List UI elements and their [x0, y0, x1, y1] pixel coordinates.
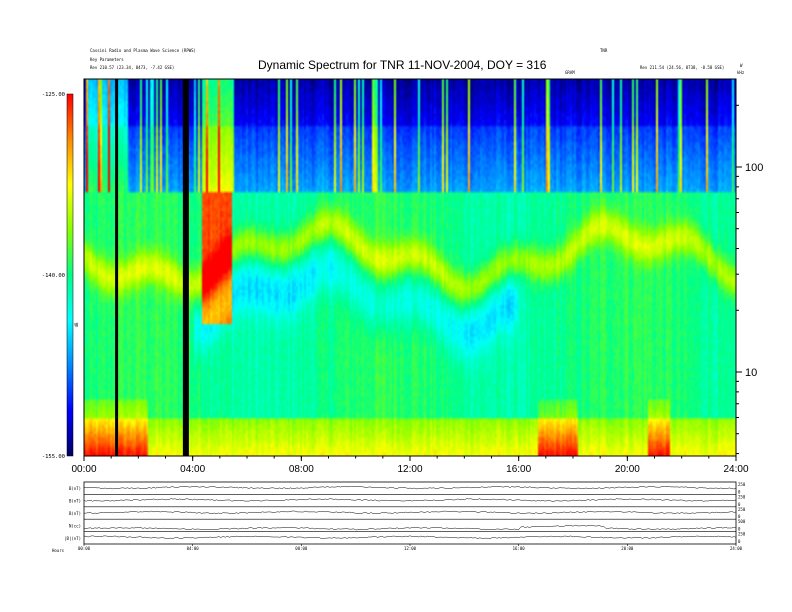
- lower-panel-right-tick: 0: [738, 502, 741, 507]
- lower-panel-right-tick: 250: [738, 494, 746, 499]
- x-tick-label: 24:00: [723, 464, 748, 475]
- lower-panel-right-tick: 500: [738, 519, 746, 524]
- lower-panel-trace: [83, 524, 737, 531]
- header-center-small: GRAM: [565, 70, 575, 75]
- lower-panel-trace: [83, 498, 737, 502]
- lower-x-tick-label: 16:00: [513, 546, 526, 551]
- lower-x-tick-label: 24:00: [730, 546, 743, 551]
- lower-panel-right-tick: 0: [738, 489, 741, 494]
- lower-panels-frame: [83, 481, 737, 545]
- x-tick-label: 00:00: [71, 464, 96, 475]
- lower-panel-trace: [83, 535, 737, 539]
- colorbar-tick-label: -140.00: [42, 273, 65, 279]
- lower-panel-trace: [83, 485, 737, 490]
- lower-panel-trace: [83, 510, 737, 514]
- data-gap-bar: [115, 79, 119, 456]
- lower-panel-right-tick: 250: [738, 532, 746, 537]
- lower-panel-label: B(nT): [69, 511, 81, 516]
- lower-panel-label: B(nT): [69, 499, 81, 504]
- header-top-left-line2: Key Parameters: [90, 57, 124, 62]
- x-tick-label: 16:00: [506, 464, 531, 475]
- header-right-unit: kHz: [737, 70, 745, 75]
- header-top-right-line2: Rev 211.54 (24.56, 8738, -8.58 GSE): [640, 65, 725, 70]
- y-right-tick-label: 100: [745, 162, 763, 174]
- lower-panel-label: N(cc): [69, 523, 81, 528]
- lower-panel-right-tick: 250: [738, 482, 746, 487]
- header-top-left-line1: Cassini Radio and Plasma Wave Science (R…: [90, 48, 196, 53]
- lower-panel-right-tick: 0: [738, 514, 741, 519]
- x-tick-label: 20:00: [615, 464, 640, 475]
- x-tick-label: 12:00: [397, 464, 422, 475]
- lower-x-tick-label: 04:00: [187, 546, 200, 551]
- spectrogram-image: [84, 79, 736, 456]
- lower-panel-right-tick: 250: [738, 507, 746, 512]
- header-right-marker: W: [740, 63, 743, 68]
- colorbar: [66, 93, 74, 457]
- x-tick-label: 04:00: [180, 464, 205, 475]
- lower-x-tick-label: 00:00: [78, 546, 91, 551]
- lower-panel-right-tick: 0: [738, 527, 741, 532]
- lower-panel-label: |B|(nT): [64, 536, 81, 541]
- lower-panels-footer: Hours: [52, 548, 65, 553]
- colorbar-tick-label: -155.00: [42, 454, 65, 460]
- colorbar-label: dB: [74, 322, 79, 327]
- colorbar-tick-label: -125.00: [42, 92, 65, 98]
- lower-x-tick-label: 08:00: [295, 546, 308, 551]
- data-gap-bar: [182, 79, 189, 456]
- lower-x-tick-label: 12:00: [404, 546, 417, 551]
- y-right-tick-label: 10: [745, 367, 757, 379]
- lower-x-tick-label: 20:00: [621, 546, 634, 551]
- header-top-right-line1: TNR: [600, 48, 608, 53]
- lower-panel-label: B(nT): [69, 486, 81, 491]
- header-top-left-line3: Rev 210.57 (23.34, 8473, -7.42 GSE): [90, 65, 175, 70]
- chart-title: Dynamic Spectrum for TNR 11-NOV-2004, DO…: [258, 58, 547, 72]
- x-tick-label: 08:00: [289, 464, 314, 475]
- lower-panel-right-tick: 0: [738, 539, 741, 544]
